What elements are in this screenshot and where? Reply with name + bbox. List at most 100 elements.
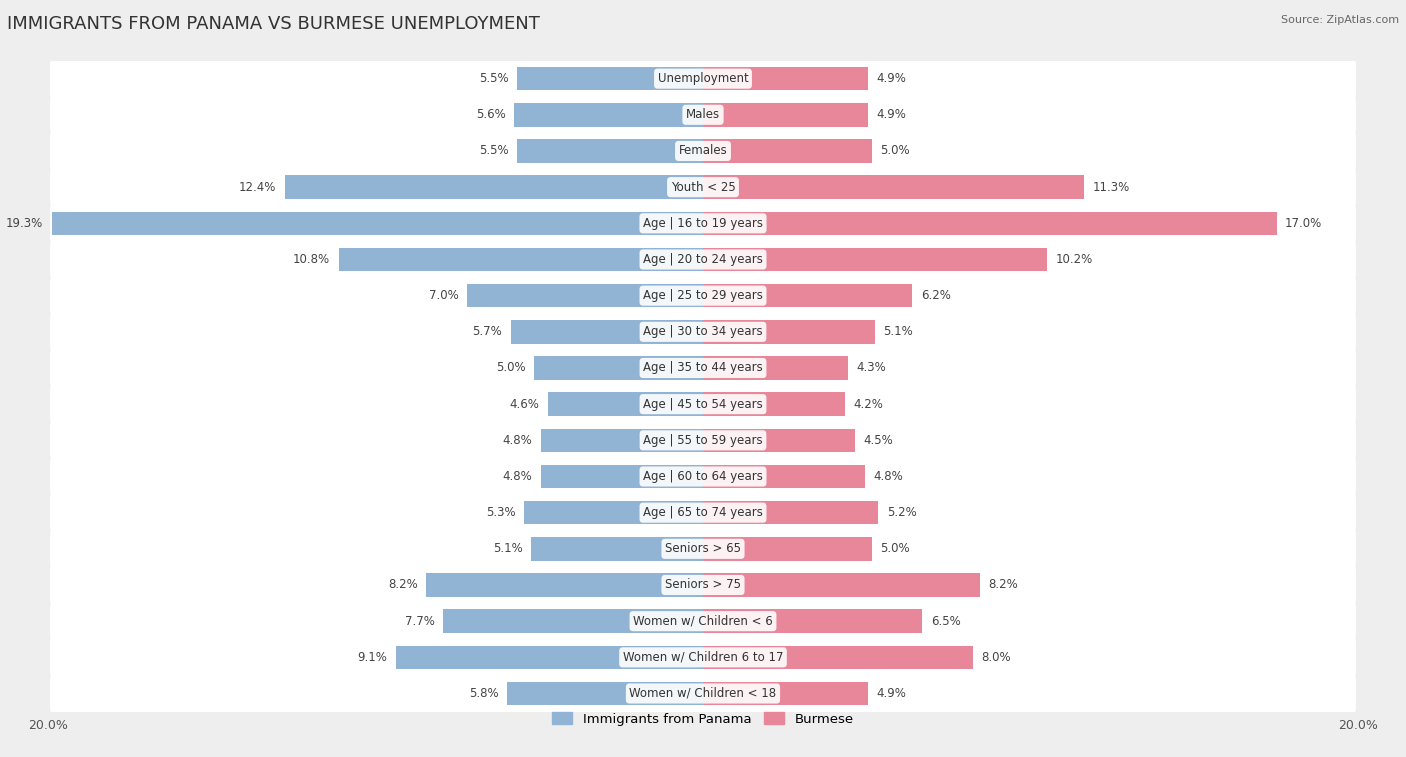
Text: 4.2%: 4.2% xyxy=(853,397,883,410)
Text: 7.0%: 7.0% xyxy=(429,289,458,302)
Text: Females: Females xyxy=(679,145,727,157)
Text: Youth < 25: Youth < 25 xyxy=(671,181,735,194)
Bar xyxy=(703,284,912,307)
Text: Age | 16 to 19 years: Age | 16 to 19 years xyxy=(643,217,763,230)
Text: 10.8%: 10.8% xyxy=(292,253,330,266)
Bar xyxy=(517,139,703,163)
Text: 4.3%: 4.3% xyxy=(856,362,886,375)
Text: 5.7%: 5.7% xyxy=(472,326,502,338)
Text: 8.2%: 8.2% xyxy=(388,578,418,591)
Text: 8.0%: 8.0% xyxy=(981,651,1011,664)
Bar xyxy=(443,609,703,633)
Bar xyxy=(703,67,869,90)
Bar xyxy=(703,176,1084,199)
Text: 6.5%: 6.5% xyxy=(931,615,960,628)
FancyBboxPatch shape xyxy=(51,565,1355,606)
Text: 4.5%: 4.5% xyxy=(863,434,893,447)
Text: 19.3%: 19.3% xyxy=(6,217,44,230)
Bar xyxy=(426,573,703,597)
FancyBboxPatch shape xyxy=(51,384,1355,425)
Text: 20.0%: 20.0% xyxy=(28,719,67,732)
FancyBboxPatch shape xyxy=(51,528,1355,569)
Text: 5.1%: 5.1% xyxy=(492,542,523,556)
FancyBboxPatch shape xyxy=(51,637,1355,678)
Bar xyxy=(703,609,922,633)
FancyBboxPatch shape xyxy=(51,420,1355,460)
FancyBboxPatch shape xyxy=(51,203,1355,244)
FancyBboxPatch shape xyxy=(51,601,1355,641)
Text: 4.9%: 4.9% xyxy=(877,72,907,85)
Bar xyxy=(467,284,703,307)
Text: 4.8%: 4.8% xyxy=(873,470,903,483)
Text: Women w/ Children < 18: Women w/ Children < 18 xyxy=(630,687,776,700)
Text: 4.9%: 4.9% xyxy=(877,108,907,121)
Text: Age | 55 to 59 years: Age | 55 to 59 years xyxy=(643,434,763,447)
Bar xyxy=(548,392,703,416)
Text: 5.2%: 5.2% xyxy=(887,506,917,519)
FancyBboxPatch shape xyxy=(51,58,1355,99)
Text: Age | 60 to 64 years: Age | 60 to 64 years xyxy=(643,470,763,483)
Bar xyxy=(703,357,848,380)
Bar xyxy=(531,537,703,561)
Text: 11.3%: 11.3% xyxy=(1092,181,1130,194)
Text: 5.0%: 5.0% xyxy=(496,362,526,375)
Text: Age | 20 to 24 years: Age | 20 to 24 years xyxy=(643,253,763,266)
Bar xyxy=(703,103,869,126)
Bar xyxy=(396,646,703,669)
FancyBboxPatch shape xyxy=(51,492,1355,533)
Bar xyxy=(517,67,703,90)
FancyBboxPatch shape xyxy=(51,131,1355,171)
Bar xyxy=(703,646,973,669)
Text: Seniors > 75: Seniors > 75 xyxy=(665,578,741,591)
Text: Age | 30 to 34 years: Age | 30 to 34 years xyxy=(643,326,763,338)
Text: Women w/ Children < 6: Women w/ Children < 6 xyxy=(633,615,773,628)
Bar xyxy=(703,248,1047,271)
Text: 10.2%: 10.2% xyxy=(1056,253,1092,266)
Bar xyxy=(534,357,703,380)
Text: Source: ZipAtlas.com: Source: ZipAtlas.com xyxy=(1281,15,1399,25)
Text: 8.2%: 8.2% xyxy=(988,578,1018,591)
Bar xyxy=(524,501,703,525)
Bar xyxy=(703,573,980,597)
FancyBboxPatch shape xyxy=(51,673,1355,714)
Text: 9.1%: 9.1% xyxy=(357,651,388,664)
FancyBboxPatch shape xyxy=(51,347,1355,388)
Text: 5.8%: 5.8% xyxy=(470,687,499,700)
Text: 4.9%: 4.9% xyxy=(877,687,907,700)
Bar xyxy=(703,465,865,488)
Bar xyxy=(510,320,703,344)
FancyBboxPatch shape xyxy=(51,276,1355,316)
Text: 4.6%: 4.6% xyxy=(509,397,540,410)
Bar xyxy=(703,537,872,561)
Text: 5.3%: 5.3% xyxy=(486,506,516,519)
FancyBboxPatch shape xyxy=(51,239,1355,280)
Text: 5.5%: 5.5% xyxy=(479,72,509,85)
Text: 5.5%: 5.5% xyxy=(479,145,509,157)
Text: Age | 45 to 54 years: Age | 45 to 54 years xyxy=(643,397,763,410)
Bar xyxy=(703,682,869,706)
Text: Age | 65 to 74 years: Age | 65 to 74 years xyxy=(643,506,763,519)
Bar xyxy=(703,139,872,163)
Text: Age | 35 to 44 years: Age | 35 to 44 years xyxy=(643,362,763,375)
Text: 5.0%: 5.0% xyxy=(880,145,910,157)
FancyBboxPatch shape xyxy=(51,167,1355,207)
Bar xyxy=(703,392,845,416)
Legend: Immigrants from Panama, Burmese: Immigrants from Panama, Burmese xyxy=(547,707,859,731)
Bar xyxy=(339,248,703,271)
Text: Males: Males xyxy=(686,108,720,121)
Bar xyxy=(52,211,703,235)
Text: 4.8%: 4.8% xyxy=(503,470,533,483)
Bar xyxy=(508,682,703,706)
Text: 17.0%: 17.0% xyxy=(1285,217,1322,230)
Text: 12.4%: 12.4% xyxy=(239,181,276,194)
Text: 4.8%: 4.8% xyxy=(503,434,533,447)
Bar xyxy=(703,501,879,525)
Bar xyxy=(703,211,1277,235)
Bar xyxy=(541,428,703,452)
Text: 5.6%: 5.6% xyxy=(475,108,506,121)
Bar xyxy=(515,103,703,126)
FancyBboxPatch shape xyxy=(51,95,1355,135)
Text: 7.7%: 7.7% xyxy=(405,615,434,628)
Bar xyxy=(284,176,703,199)
Text: 5.1%: 5.1% xyxy=(883,326,914,338)
